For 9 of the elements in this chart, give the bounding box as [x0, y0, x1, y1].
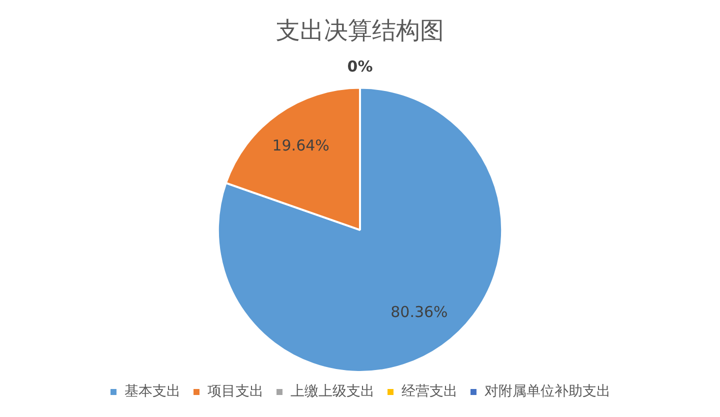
text: 0% — [347, 58, 373, 76]
legend-label: 项目支出 — [208, 384, 264, 400]
data-label: 19.64% — [272, 136, 330, 154]
data-label: 80.36% — [390, 303, 448, 322]
legend-label: 上缴上级支出 — [290, 384, 374, 400]
chart-title: 支出决算结构图 — [276, 16, 444, 45]
legend-label: 基本支出 — [124, 384, 180, 400]
legend-label: 对附属单位补助支出 — [484, 384, 610, 400]
legend-label: 经营支出 — [402, 384, 458, 400]
